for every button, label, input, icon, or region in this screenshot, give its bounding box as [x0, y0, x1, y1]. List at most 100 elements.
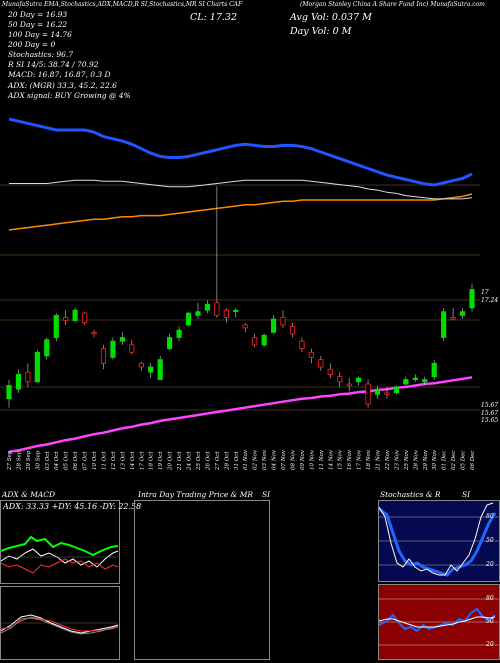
candle-body [15, 374, 22, 390]
date-tick-label: 16 Nov [347, 449, 353, 470]
candle-body [34, 351, 40, 383]
date-tick-label: 27 Sep [7, 450, 13, 471]
candle-body [110, 340, 116, 358]
candle-body [157, 359, 163, 380]
date-tick-label: 24 Oct [187, 451, 193, 471]
intraday-panel [134, 500, 270, 660]
rsi-tick-50: 50 [486, 618, 494, 625]
candle-body [223, 309, 229, 318]
date-tick-label: 05 Oct [64, 451, 70, 470]
candle-body [403, 379, 409, 385]
candle-body [138, 362, 144, 368]
stochastics-lines [378, 501, 499, 581]
candle-body [365, 383, 371, 405]
date-tick-label: 05 Dec [461, 451, 467, 471]
stoch-tick-50: 50 [486, 537, 494, 544]
date-tick-label: 06 Oct [73, 451, 79, 470]
ema100-label: 100 Day = 14.76 [8, 30, 72, 39]
ema20-label: 20 Day = 16.93 [8, 10, 68, 19]
date-tick-label: 30 Nov [432, 449, 438, 470]
adx-lines [0, 535, 119, 574]
candle-body [450, 317, 456, 320]
ema50-label: 50 Day = 16.22 [8, 20, 68, 29]
ema20-line [8, 117, 473, 187]
date-tick-label: 28 Sep [16, 450, 22, 471]
ema-lines [8, 117, 473, 454]
price-label-high: 17 [481, 289, 489, 296]
candle-body [6, 385, 12, 400]
date-tick-label: 06 Dec [470, 451, 476, 471]
rsi-panel: 80 50 20 [378, 584, 500, 660]
candle-body [204, 303, 211, 311]
candle-body [119, 337, 125, 342]
date-tick-label: 01 Dec [442, 451, 448, 471]
adx-label: ADX: (MGR) 33.3, 45.2, 22.6 [8, 81, 117, 90]
price-grid [0, 184, 480, 411]
candle-body [53, 314, 59, 338]
candle-body [44, 339, 50, 357]
price-label-high-value: 17.24 [481, 297, 499, 304]
macd-label: MACD: 16.87, 16.87, 0.3 D [8, 70, 111, 79]
candle-body [214, 302, 220, 316]
stoch-tick-80: 80 [486, 513, 494, 520]
date-tick-label: 01 Nov [243, 449, 249, 470]
date-tick-label: 02 Nov [253, 449, 259, 470]
candle-body [252, 337, 258, 346]
date-tick-label: 18 Nov [366, 449, 372, 470]
date-tick-label: 21 Nov [376, 449, 382, 471]
date-axis: 27 Sep 28 Sep 29 Sep 30 Sep 03 Oct 04 Oct 05 O… [7, 449, 476, 471]
candle-body [393, 386, 400, 394]
candle-body [280, 317, 286, 326]
ema100-line [8, 193, 473, 231]
candle-body [72, 309, 78, 321]
candle-body [469, 289, 475, 309]
candle-body [195, 311, 201, 316]
adx-signal-label: ADX signal: BUY Growing @ 4% [8, 91, 131, 100]
date-tick-label: 12 Oct [111, 451, 117, 470]
date-tick-label: 03 Oct [45, 451, 51, 470]
ema200-line [8, 376, 473, 454]
candle-body [242, 324, 248, 329]
date-tick-label: 08 Nov [290, 449, 296, 470]
date-tick-label: 28 Nov [413, 449, 419, 471]
ema200-label: 200 Day = 0 [8, 40, 56, 49]
date-tick-label: 07 Oct [83, 451, 89, 470]
date-tick-label: 29 Sep [26, 450, 32, 471]
candle-body [318, 359, 324, 368]
stochastics-label: Stochastics: 96.7 [8, 50, 74, 59]
stochastics-panel: 80 50 20 [378, 500, 500, 582]
stoch-rsi-si: SI [462, 490, 471, 499]
date-tick-label: 31 Oct [234, 451, 240, 470]
rsi-label: R SI 14/5: 38.74 / 70.92 [8, 60, 99, 69]
ema50-line [9, 179, 473, 200]
date-tick-label: 18 Oct [149, 451, 155, 470]
close-price: CL: 17.32 [190, 12, 237, 23]
day-volume: Day Vol: 0 M [290, 26, 352, 37]
candle-body [91, 331, 97, 335]
candle-body [441, 311, 447, 338]
date-tick-label: 04 Oct [54, 451, 60, 470]
date-tick-label: 23 Nov [394, 449, 400, 471]
date-tick-label: 19 Oct [158, 451, 164, 470]
main-price-chart: 27 Sep 28 Sep 29 Sep 30 Sep 03 Oct 04 Oct 05 O… [0, 117, 480, 471]
date-tick-label: 11 Nov [319, 449, 325, 470]
candle-body [374, 388, 381, 395]
rsi-lines [378, 585, 499, 659]
candle-body [289, 326, 296, 335]
date-tick-label: 15 Nov [338, 449, 344, 470]
average-volume: Avg Vol: 0.037 M [290, 12, 372, 23]
price-label-low-3: 15.65 [481, 417, 499, 424]
date-tick-label: 25 Oct [196, 451, 202, 471]
candle-body [384, 392, 390, 395]
date-tick-label: 07 Nov [281, 449, 287, 470]
stoch-rsi-title: Stochastics & R [380, 490, 441, 499]
date-tick-label: 26 Oct [205, 451, 211, 471]
candle-body [299, 340, 305, 349]
candle-body [327, 368, 333, 375]
date-tick-label: 22 Nov [385, 449, 391, 471]
rsi-tick-80: 80 [486, 595, 494, 602]
date-tick-label: 14 Nov [328, 449, 334, 470]
candle-body [176, 329, 182, 338]
date-tick-label: 11 Oct [101, 451, 107, 470]
date-tick-label: 17 Oct [139, 451, 145, 470]
